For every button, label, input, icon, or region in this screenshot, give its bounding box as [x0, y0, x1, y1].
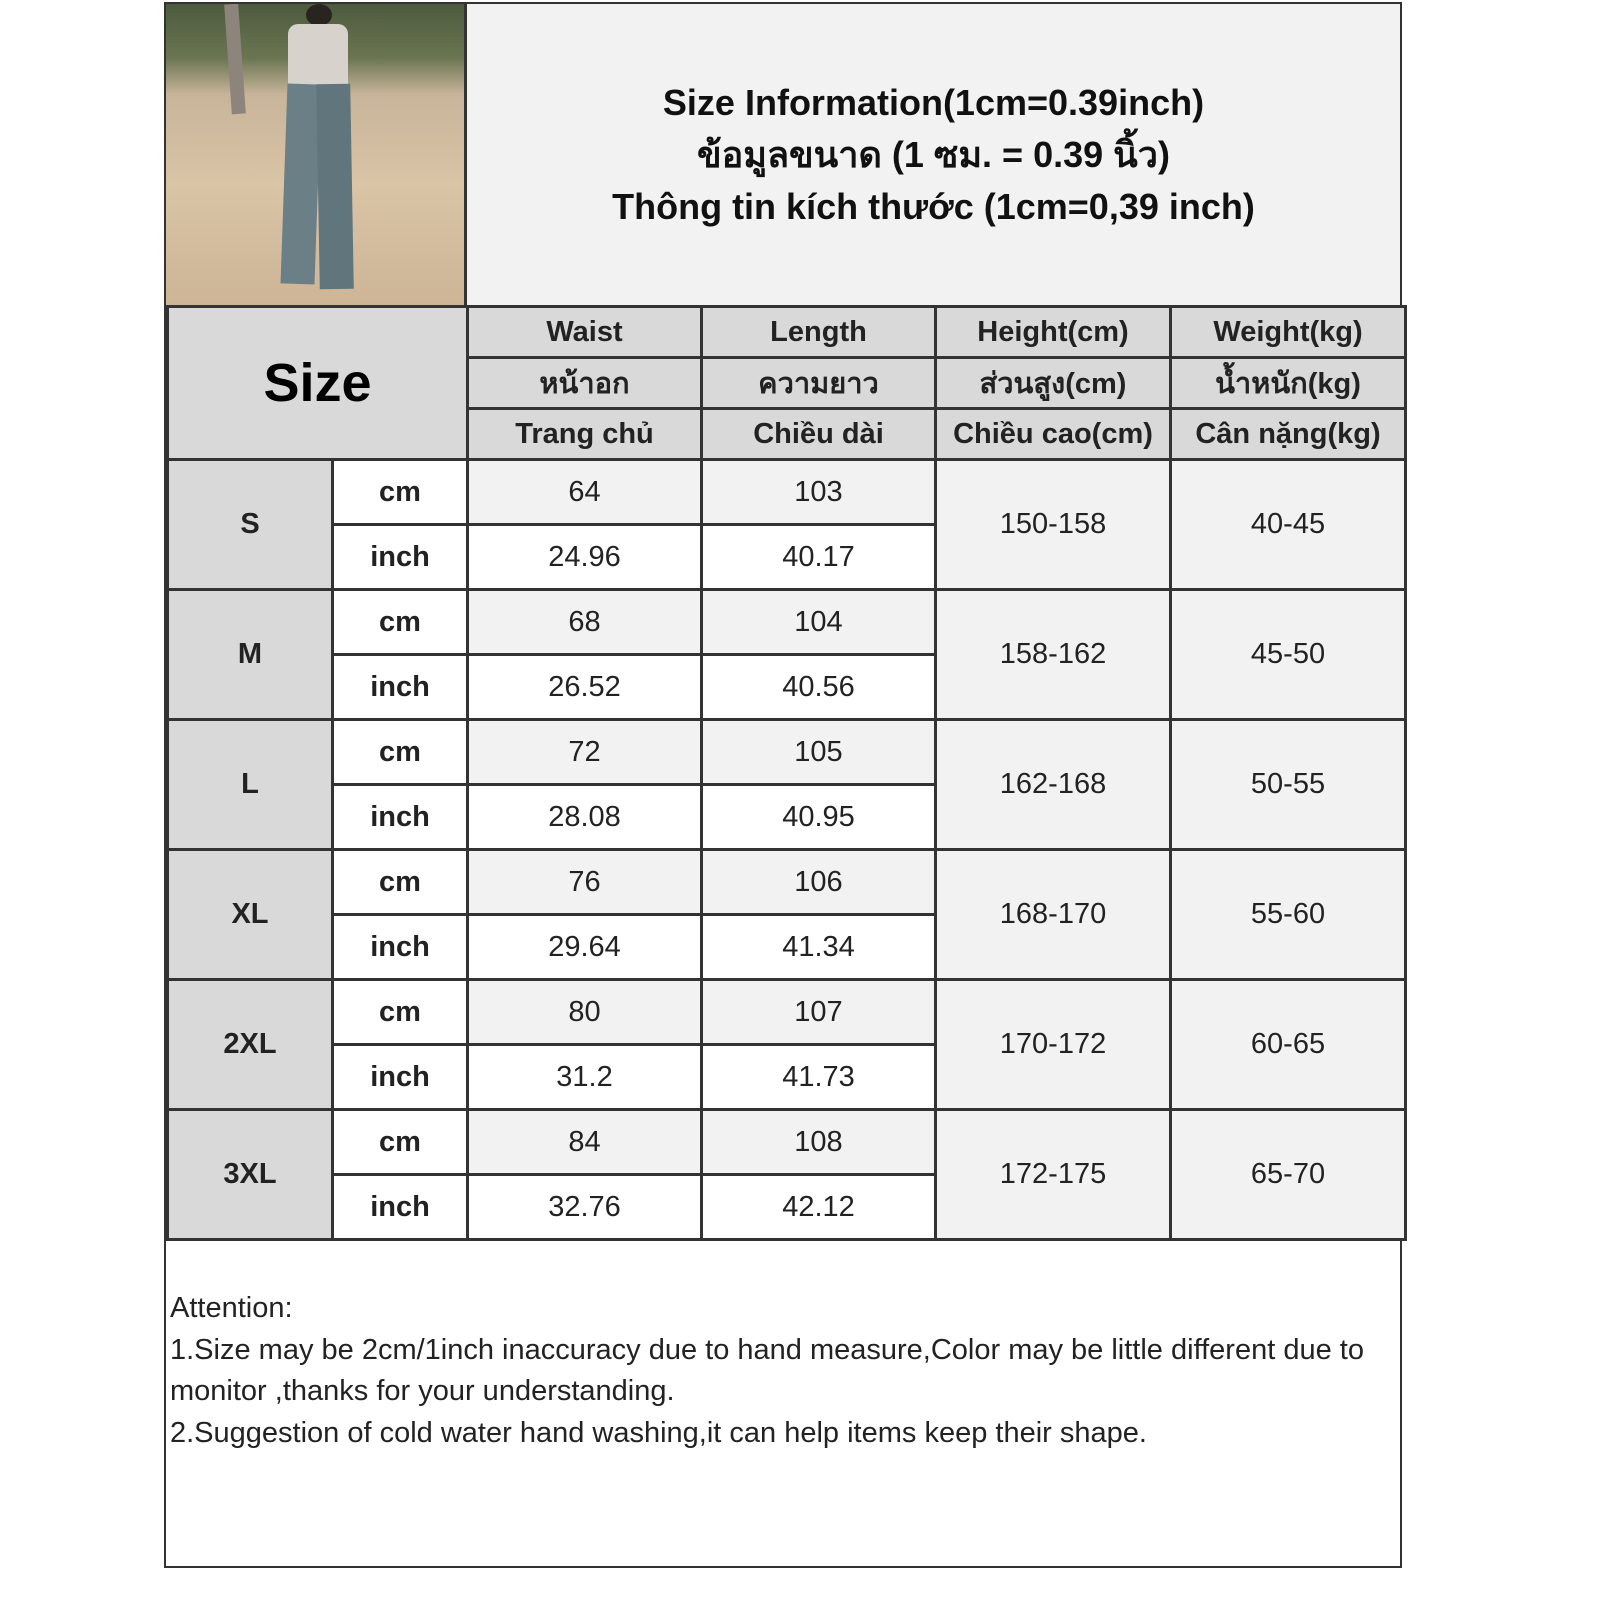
- length-cm: 107: [700, 978, 937, 1046]
- size-label: M: [166, 588, 334, 721]
- weight-range: 60-65: [1169, 978, 1407, 1111]
- table-row: 2XL cm 80 107 170-172 60-65: [166, 978, 1407, 1111]
- col-waist-en: Waist: [466, 305, 703, 359]
- size-label: L: [166, 718, 334, 851]
- waist-inch: 31.2: [466, 1043, 703, 1111]
- length-cm: 103: [700, 458, 937, 526]
- col-weight-en: Weight(kg): [1169, 305, 1407, 359]
- col-weight-th: น้ำหนัก(kg): [1169, 356, 1407, 410]
- unit-cm: cm: [331, 848, 469, 916]
- waist-cm: 76: [466, 848, 703, 916]
- waist-cm: 84: [466, 1108, 703, 1176]
- unit-cm: cm: [331, 718, 469, 786]
- table-row: M cm 68 104 158-162 45-50: [166, 588, 1407, 721]
- table-row: XL cm 76 106 168-170 55-60: [166, 848, 1407, 981]
- unit-cm: cm: [331, 458, 469, 526]
- attention-notes: Attention: 1.Size may be 2cm/1inch inacc…: [170, 1288, 1396, 1454]
- table-row: inch 29.64 41.34: [168, 913, 1406, 981]
- length-inch: 40.56: [700, 653, 937, 721]
- waist-cm: 80: [466, 978, 703, 1046]
- size-table: Size Waist Length Height(cm) Weight(kg) …: [166, 305, 1407, 1241]
- waist-inch: 24.96: [466, 523, 703, 591]
- title-th: ข้อมูลขนาด (1 ซม. = 0.39 นิ้ว): [697, 133, 1170, 175]
- table-row: L cm 72 105 162-168 50-55: [166, 718, 1407, 851]
- weight-range: 45-50: [1169, 588, 1407, 721]
- col-length-th: ความยาว: [700, 356, 937, 410]
- unit-cm: cm: [331, 588, 469, 656]
- weight-range: 50-55: [1169, 718, 1407, 851]
- unit-inch: inch: [331, 653, 469, 721]
- unit-inch: inch: [331, 523, 469, 591]
- model-head: [306, 4, 332, 26]
- size-info-title: Size Information(1cm=0.39inch) ข้อมูลขนา…: [467, 4, 1400, 305]
- height-range: 150-158: [934, 458, 1172, 591]
- size-chart: Size Information(1cm=0.39inch) ข้อมูลขนา…: [164, 2, 1407, 1568]
- height-range: 162-168: [934, 718, 1172, 851]
- length-cm: 105: [700, 718, 937, 786]
- waist-inch: 32.76: [466, 1173, 703, 1241]
- length-cm: 104: [700, 588, 937, 656]
- unit-inch: inch: [331, 783, 469, 851]
- length-cm: 106: [700, 848, 937, 916]
- jeans-leg: [280, 83, 322, 285]
- table-row: inch 28.08 40.95: [168, 783, 1406, 851]
- weight-range: 65-70: [1169, 1108, 1407, 1241]
- waist-cm: 64: [466, 458, 703, 526]
- waist-inch: 29.64: [466, 913, 703, 981]
- waist-inch: 26.52: [466, 653, 703, 721]
- waist-inch: 28.08: [466, 783, 703, 851]
- unit-inch: inch: [331, 1173, 469, 1241]
- table-row: inch 24.96 40.17: [168, 523, 1406, 591]
- table-row: 3XL cm 84 108 172-175 65-70: [166, 1108, 1407, 1241]
- unit-inch: inch: [331, 913, 469, 981]
- note-2: 2.Suggestion of cold water hand washing,…: [170, 1416, 1147, 1449]
- col-height-th: ส่วนสูง(cm): [934, 356, 1172, 410]
- model-top: [288, 24, 348, 94]
- height-range: 158-162: [934, 588, 1172, 721]
- col-height-en: Height(cm): [934, 305, 1172, 359]
- title-en: Size Information(1cm=0.39inch): [662, 81, 1205, 123]
- col-length-vi: Chiều dài: [700, 407, 937, 461]
- unit-cm: cm: [331, 1108, 469, 1176]
- size-header: Size: [166, 305, 469, 461]
- palm-tree: [224, 4, 246, 115]
- waist-cm: 68: [466, 588, 703, 656]
- weight-range: 40-45: [1169, 458, 1407, 591]
- height-range: 172-175: [934, 1108, 1172, 1241]
- col-weight-vi: Cân nặng(kg): [1169, 407, 1407, 461]
- table-row: inch 26.52 40.56: [168, 653, 1406, 721]
- length-cm: 108: [700, 1108, 937, 1176]
- height-range: 170-172: [934, 978, 1172, 1111]
- size-label: 2XL: [166, 978, 334, 1111]
- length-inch: 42.12: [700, 1173, 937, 1241]
- size-label: XL: [166, 848, 334, 981]
- height-range: 168-170: [934, 848, 1172, 981]
- table-row: inch 32.76 42.12: [168, 1173, 1406, 1241]
- notes-heading: Attention:: [170, 1292, 293, 1324]
- jeans-leg: [316, 83, 354, 290]
- title-vi: Thông tin kích thước (1cm=0,39 inch): [612, 185, 1255, 227]
- col-waist-vi: Trang chủ: [466, 407, 703, 461]
- col-waist-th: หน้าอก: [466, 356, 703, 410]
- col-height-vi: Chiều cao(cm): [934, 407, 1172, 461]
- table-row: S cm 64 103 150-158 40-45: [166, 458, 1407, 591]
- length-inch: 40.95: [700, 783, 937, 851]
- note-1: 1.Size may be 2cm/1inch inaccuracy due t…: [170, 1333, 1364, 1408]
- weight-range: 55-60: [1169, 848, 1407, 981]
- waist-cm: 72: [466, 718, 703, 786]
- length-inch: 40.17: [700, 523, 937, 591]
- product-photo: [166, 4, 467, 305]
- unit-cm: cm: [331, 978, 469, 1046]
- size-label: S: [166, 458, 334, 591]
- length-inch: 41.34: [700, 913, 937, 981]
- size-label: 3XL: [166, 1108, 334, 1241]
- col-length-en: Length: [700, 305, 937, 359]
- unit-inch: inch: [331, 1043, 469, 1111]
- table-row: inch 31.2 41.73: [168, 1043, 1406, 1111]
- length-inch: 41.73: [700, 1043, 937, 1111]
